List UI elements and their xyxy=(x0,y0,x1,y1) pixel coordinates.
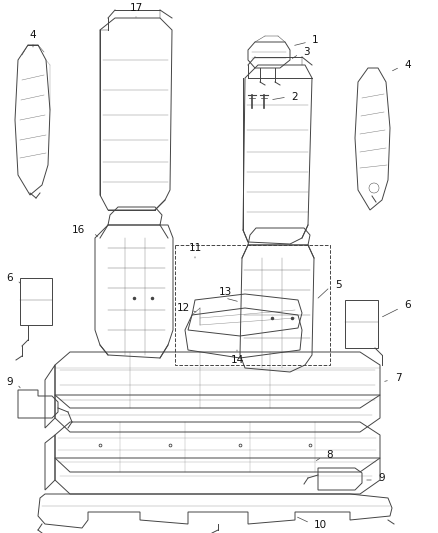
Text: 14: 14 xyxy=(230,355,244,365)
Text: 10: 10 xyxy=(314,520,327,530)
Text: 7: 7 xyxy=(395,373,401,383)
Text: 8: 8 xyxy=(327,450,333,460)
Text: 6: 6 xyxy=(405,300,411,310)
Text: 9: 9 xyxy=(379,473,385,483)
Text: 16: 16 xyxy=(71,225,85,235)
Text: 4: 4 xyxy=(30,30,36,40)
Text: 6: 6 xyxy=(7,273,13,283)
Text: 5: 5 xyxy=(335,280,341,290)
Text: 17: 17 xyxy=(129,3,143,13)
Text: 4: 4 xyxy=(405,60,411,70)
Text: 11: 11 xyxy=(188,243,201,253)
Text: 13: 13 xyxy=(219,287,232,297)
Text: 3: 3 xyxy=(303,47,309,57)
Text: 9: 9 xyxy=(7,377,13,387)
Text: 1: 1 xyxy=(312,35,318,45)
Bar xyxy=(175,245,330,365)
Text: 12: 12 xyxy=(177,303,190,313)
Text: 2: 2 xyxy=(292,92,298,102)
